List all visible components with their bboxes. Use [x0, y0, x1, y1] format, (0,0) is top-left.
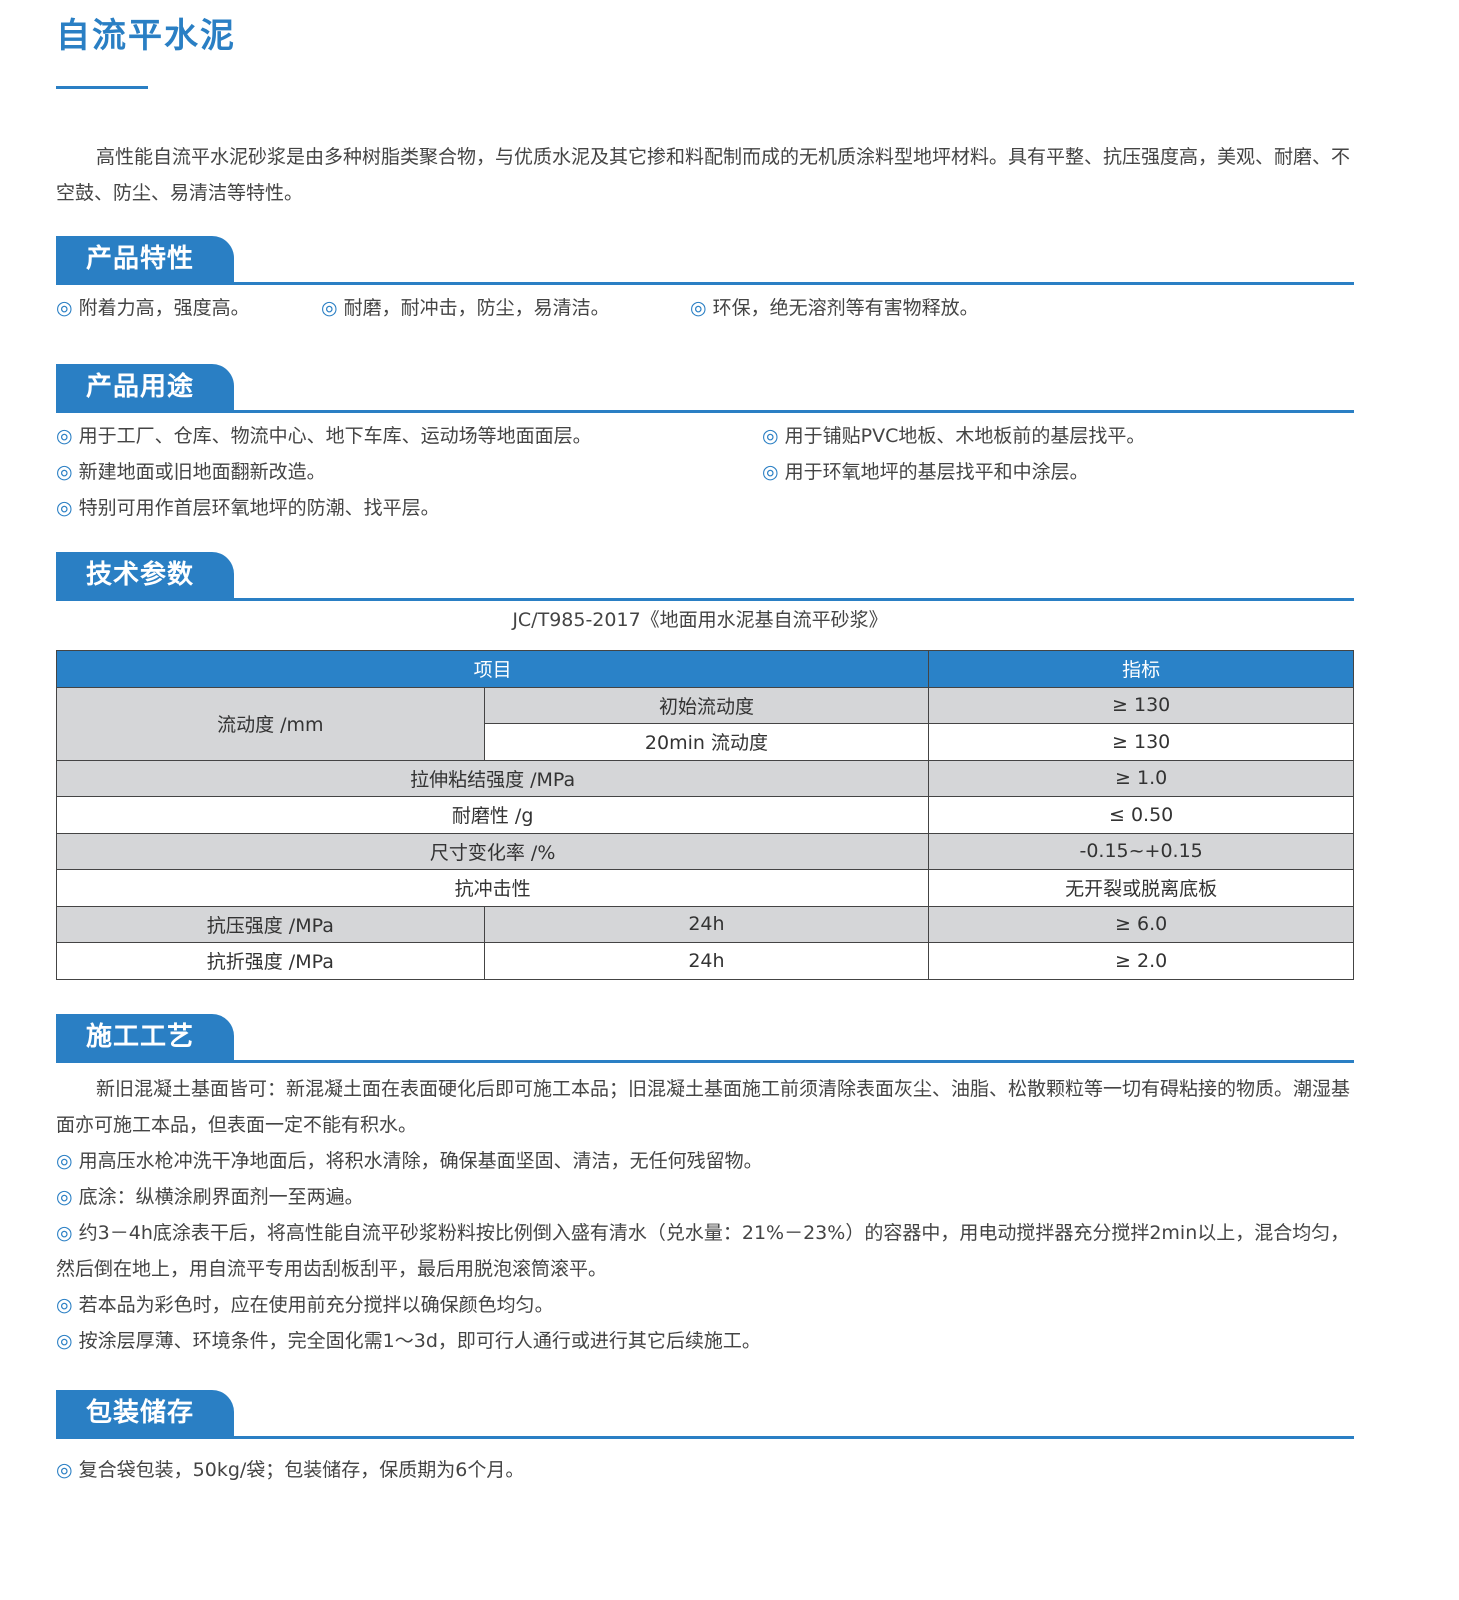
- table-cell: 拉伸粘结强度 /MPa: [55, 759, 930, 797]
- use-item: ◎ 用于铺贴PVC地板、木地板前的基层找平。: [762, 418, 1145, 454]
- feature-item: ◎ 环保，绝无溶剂等有害物释放。: [690, 290, 979, 326]
- item-text: 用高压水枪冲洗干净地面后，将积水清除，确保基面坚固、清洁，无任何残留物。: [78, 1150, 763, 1172]
- item-text: 新建地面或旧地面翻新改造。: [78, 461, 326, 483]
- process-item: ◎ 若本品为彩色时，应在使用前充分搅拌以确保颜色均匀。: [56, 1287, 1356, 1323]
- bullet-icon: ◎: [56, 1459, 73, 1481]
- bullet-icon: ◎: [321, 297, 338, 319]
- use-item: ◎ 用于工厂、仓库、物流中心、地下车库、运动场等地面面层。: [56, 418, 592, 454]
- bullet-icon: ◎: [56, 1330, 73, 1352]
- table-cell: 24h: [483, 905, 930, 943]
- bullet-icon: ◎: [56, 297, 73, 319]
- table-cell: ≥ 130: [928, 723, 1354, 761]
- section-tech: 技术参数: [56, 552, 1354, 601]
- bullet-icon: ◎: [56, 425, 73, 447]
- section-heading: 产品用途: [56, 364, 234, 410]
- bullet-icon: ◎: [762, 425, 779, 447]
- item-text: 用于工厂、仓库、物流中心、地下车库、运动场等地面面层。: [78, 425, 592, 447]
- table-cell: -0.15~+0.15: [928, 832, 1354, 870]
- bullet-icon: ◎: [56, 461, 73, 483]
- feature-item: ◎ 耐磨，耐冲击，防尘，易清洁。: [321, 290, 610, 326]
- table-cell: ≥ 6.0: [928, 905, 1354, 943]
- table-cell: 24h: [483, 942, 930, 980]
- item-text: 耐磨，耐冲击，防尘，易清洁。: [343, 297, 610, 319]
- bullet-icon: ◎: [56, 1294, 73, 1316]
- item-text: 特别可用作首层环氧地坪的防潮、找平层。: [78, 497, 440, 519]
- item-text: 用于铺贴PVC地板、木地板前的基层找平。: [784, 425, 1146, 447]
- table-cell: ≥ 2.0: [928, 942, 1354, 980]
- bullet-icon: ◎: [56, 1150, 73, 1172]
- process-item: ◎ 按涂层厚薄、环境条件，完全固化需1～3d，即可行人通行或进行其它后续施工。: [56, 1323, 1356, 1359]
- table-cell: 耐磨性 /g: [55, 796, 930, 834]
- table-cell: 初始流动度: [483, 686, 930, 724]
- table-cell: 流动度 /mm: [56, 686, 485, 761]
- table-cell: ≥ 1.0: [928, 759, 1354, 797]
- table-cell: 抗折强度 /MPa: [56, 942, 485, 980]
- intro-text: 高性能自流平水泥砂浆是由多种树脂类聚合物，与优质水泥及其它掺和料配制而成的无机质…: [56, 146, 1351, 204]
- feature-item: ◎ 附着力高，强度高。: [56, 290, 250, 326]
- header-spec: 指标: [928, 650, 1354, 688]
- bullet-icon: ◎: [56, 1186, 73, 1208]
- use-item: ◎ 用于环氧地坪的基层找平和中涂层。: [762, 454, 1089, 490]
- table-cell: 抗冲击性: [55, 869, 930, 907]
- item-text: 底涂：纵横涂刷界面剂一至两遍。: [78, 1186, 364, 1208]
- process-intro: 新旧混凝土基面皆可：新混凝土面在表面硬化后即可施工本品；旧混凝土基面施工前须清除…: [56, 1078, 1351, 1136]
- item-text: 若本品为彩色时，应在使用前充分搅拌以确保颜色均匀。: [78, 1294, 554, 1316]
- header-item: 项目: [55, 650, 930, 688]
- bullet-icon: ◎: [56, 1222, 73, 1244]
- process-item: ◎ 用高压水枪冲洗干净地面后，将积水清除，确保基面坚固、清洁，无任何残留物。: [56, 1143, 1356, 1179]
- item-text: 按涂层厚薄、环境条件，完全固化需1～3d，即可行人通行或进行其它后续施工。: [78, 1330, 761, 1352]
- item-text: 用于环氧地坪的基层找平和中涂层。: [784, 461, 1089, 483]
- section-heading: 技术参数: [56, 552, 234, 598]
- use-item: ◎ 新建地面或旧地面翻新改造。: [56, 454, 326, 490]
- process-item: ◎ 底涂：纵横涂刷界面剂一至两遍。: [56, 1179, 1356, 1215]
- bullet-icon: ◎: [56, 497, 73, 519]
- title-underline: [56, 86, 148, 89]
- table-cell: 抗压强度 /MPa: [56, 905, 485, 943]
- table-cell: 尺寸变化率 /%: [55, 832, 930, 870]
- section-features: 产品特性: [56, 236, 1354, 285]
- section-heading: 产品特性: [56, 236, 234, 282]
- page-title: 自流平水泥: [56, 16, 236, 56]
- process-item: ◎ 约3－4h底涂表干后，将高性能自流平砂浆粉料按比例倒入盛有清水（兑水量：21…: [56, 1215, 1356, 1287]
- section-process: 施工工艺: [56, 1014, 1354, 1063]
- section-heading: 包装储存: [56, 1390, 234, 1436]
- item-text: 复合袋包装，50kg/袋；包装储存，保质期为6个月。: [78, 1459, 525, 1481]
- tech-table: 项目 指标 流动度 /mm 初始流动度 ≥ 130 20min 流动度 ≥ 130 拉伸…: [55, 650, 1354, 980]
- section-heading: 施工工艺: [56, 1014, 234, 1060]
- standard-caption: JC/T985-2017《地面用水泥基自流平砂浆》: [512, 609, 888, 631]
- bullet-icon: ◎: [762, 461, 779, 483]
- bullet-icon: ◎: [690, 297, 707, 319]
- section-uses: 产品用途: [56, 364, 1354, 413]
- item-text: 约3－4h底涂表干后，将高性能自流平砂浆粉料按比例倒入盛有清水（兑水量：21%－…: [56, 1222, 1350, 1280]
- table-cell: ≤ 0.50: [928, 796, 1354, 834]
- table-cell: 20min 流动度: [483, 723, 930, 761]
- item-text: 附着力高，强度高。: [78, 297, 250, 319]
- item-text: 环保，绝无溶剂等有害物释放。: [712, 297, 979, 319]
- use-item: ◎ 特别可用作首层环氧地坪的防潮、找平层。: [56, 490, 440, 526]
- table-cell: 无开裂或脱离底板: [928, 869, 1354, 907]
- section-storage: 包装储存: [56, 1390, 1354, 1439]
- table-cell: ≥ 130: [928, 686, 1354, 724]
- storage-item: ◎ 复合袋包装，50kg/袋；包装储存，保质期为6个月。: [56, 1452, 524, 1488]
